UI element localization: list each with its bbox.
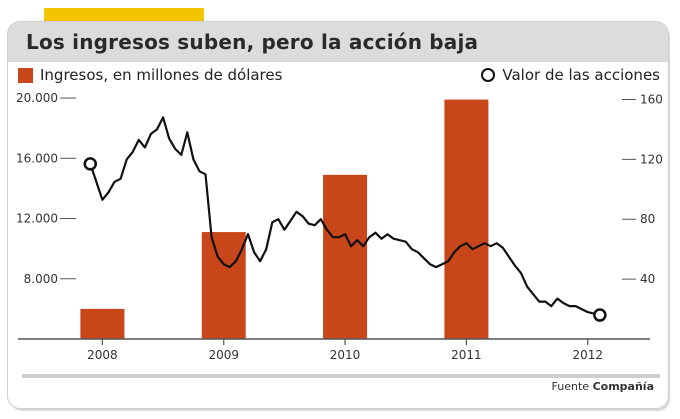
y-left-tick-label-20000: 20.000 — [16, 91, 58, 105]
y-right-tick-label-120: 120 — [640, 152, 663, 166]
y-right-tick-label-80: 80 — [640, 212, 655, 226]
source-label: Fuente — [551, 380, 590, 393]
legend-line: Valor de las acciones — [481, 66, 660, 84]
x-tick-label-2008: 2008 — [87, 348, 118, 362]
legend-line-label: Valor de las acciones — [502, 66, 660, 84]
legend-bar-swatch — [18, 67, 33, 83]
accent-bar — [44, 8, 204, 22]
y-left-tick-label-8000: 8.000 — [24, 272, 58, 286]
y-right-tick-label-40: 40 — [640, 272, 655, 286]
y-left-tick-label-12000: 12.000 — [16, 212, 58, 226]
line-end-marker — [593, 308, 607, 322]
legend-line-marker — [481, 68, 496, 82]
title-band: Los ingresos suben, pero la acción baja — [8, 22, 668, 62]
legend-bars: Ingresos, en millones de dólares — [18, 66, 282, 84]
x-tick-label-2009: 2009 — [208, 348, 239, 362]
source-value: Compañía — [592, 380, 654, 393]
x-tick-label-2011: 2011 — [451, 348, 482, 362]
series-line-valor-acciones — [89, 116, 601, 317]
bar-2008 — [80, 308, 125, 339]
x-tick-label-2012: 2012 — [572, 348, 603, 362]
chart-title: Los ingresos suben, pero la acción baja — [26, 30, 479, 54]
bar-2011 — [444, 99, 489, 339]
line-start-marker — [83, 157, 98, 171]
y-left-tick-label-16000: 16.000 — [16, 151, 58, 165]
source-note: Fuente Compañía — [552, 380, 654, 393]
y-right-tick-label-160: 160 — [640, 92, 663, 106]
legend-bar-label: Ingresos, en millones de dólares — [40, 66, 283, 84]
bar-2010 — [323, 174, 368, 339]
x-tick-label-2010: 2010 — [330, 348, 361, 362]
bar-2009 — [201, 232, 246, 339]
